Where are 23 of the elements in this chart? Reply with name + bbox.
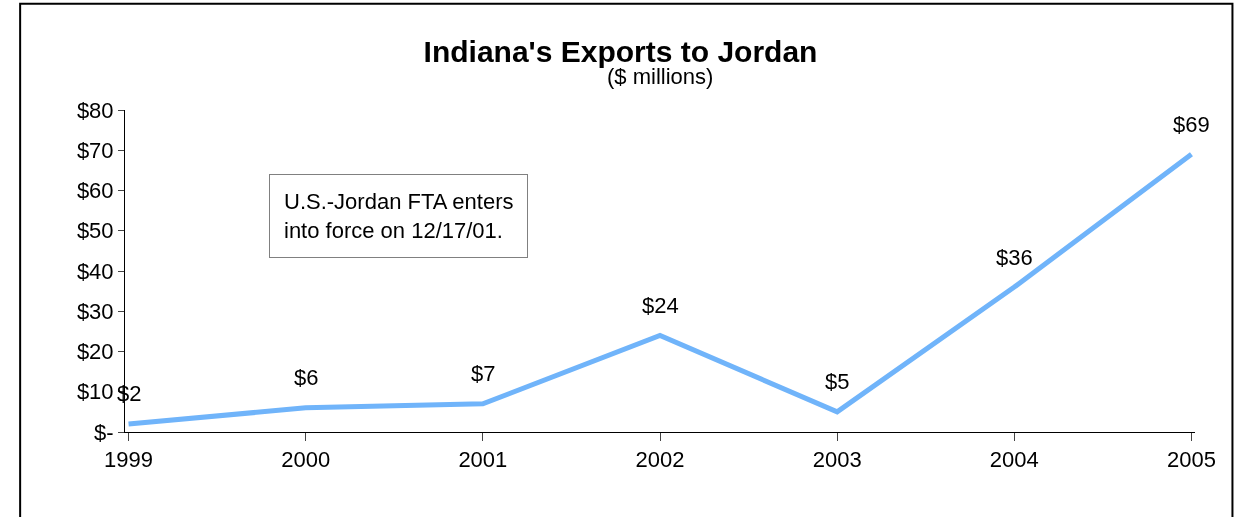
data-label: $5	[825, 369, 850, 394]
y-tick-label: $20	[76, 339, 114, 365]
data-label: $36	[996, 245, 1033, 270]
y-tick-label: $50	[76, 218, 114, 244]
x-tick-label: 2001	[458, 447, 508, 473]
x-tick-label: 2003	[812, 447, 862, 473]
y-tick-label: $40	[76, 258, 114, 284]
data-label: $6	[294, 365, 319, 390]
annotation: U.S.-Jordan FTA enters into force on 12/17/01.	[284, 189, 514, 243]
x-tick-label: 2002	[635, 447, 685, 473]
y-tick-label: $30	[76, 298, 114, 324]
y-tick-label: $70	[76, 137, 114, 163]
x-tick-label: 1999	[104, 447, 154, 473]
y-tick-label: $10	[76, 379, 114, 405]
data-label: $7	[471, 361, 496, 386]
x-tick-label: 2004	[989, 447, 1039, 473]
x-tick-label: 2005	[1166, 447, 1216, 473]
y-tick-label: $60	[76, 178, 114, 204]
y-tick-label: $80	[76, 97, 114, 123]
data-label: $69	[1173, 112, 1210, 137]
data-label: $24	[642, 293, 679, 318]
x-tick-label: 2000	[281, 447, 331, 473]
y-tick-label: $-	[94, 419, 114, 445]
